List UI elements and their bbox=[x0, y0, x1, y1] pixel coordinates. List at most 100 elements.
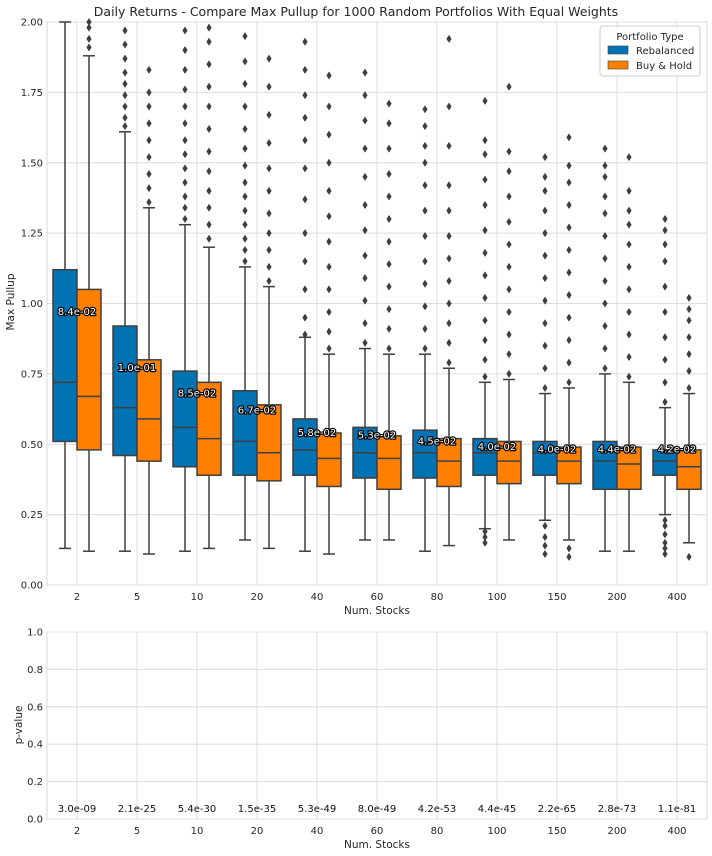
outlier-point bbox=[386, 215, 392, 224]
outlier-point bbox=[662, 378, 668, 387]
annotation-outline: 4.0e-02 bbox=[538, 445, 576, 456]
bottom-x-tick-label: 2 bbox=[74, 826, 80, 837]
outlier-point bbox=[146, 198, 152, 207]
outlier-point bbox=[302, 195, 308, 204]
outlier-point bbox=[146, 170, 152, 179]
outlier-point bbox=[386, 144, 392, 153]
box-rebalanced bbox=[592, 144, 618, 552]
outlier-point bbox=[482, 538, 488, 547]
annotation-label: 8.4e-02 bbox=[58, 307, 96, 318]
bottom-y-tick-labels: 0.0 0.2 0.4 0.6 0.8 1.0 bbox=[27, 628, 43, 826]
bottom-x-tick-label: 5 bbox=[134, 826, 140, 837]
chart-title: Daily Returns - Compare Max Pullup for 1… bbox=[94, 4, 618, 19]
top-x-tick-label: 150 bbox=[547, 592, 566, 603]
outlier-point bbox=[506, 369, 512, 378]
pvalue-label: 1.1e-81 bbox=[658, 804, 696, 815]
outlier-point bbox=[662, 240, 668, 249]
top-x-tick-label: 60 bbox=[371, 592, 384, 603]
outlier-point bbox=[482, 200, 488, 209]
pvalue-label: 5.3e-49 bbox=[298, 804, 336, 815]
box-rebalanced bbox=[352, 68, 378, 541]
outlier-point bbox=[506, 330, 512, 339]
pvalue-label: 2.1e-25 bbox=[118, 804, 156, 815]
outlier-point bbox=[182, 65, 188, 74]
box-buy-hold bbox=[436, 34, 462, 547]
outlier-point bbox=[542, 251, 548, 260]
legend-swatch-buy-hold bbox=[607, 60, 629, 70]
outlier-point bbox=[446, 319, 452, 328]
outlier-point bbox=[686, 305, 692, 314]
outlier-point bbox=[206, 203, 212, 212]
outlier-point bbox=[122, 91, 128, 100]
top-y-tick-label: 1.00 bbox=[21, 299, 43, 310]
outlier-point bbox=[446, 276, 452, 285]
pvalue-label: 8.0e-49 bbox=[358, 804, 396, 815]
bottom-y-tick-label: 0.4 bbox=[27, 740, 43, 751]
outlier-point bbox=[302, 113, 308, 122]
outlier-point bbox=[362, 251, 368, 260]
outlier-point bbox=[242, 246, 248, 255]
bottom-x-tick-label: 100 bbox=[487, 826, 506, 837]
outlier-point bbox=[446, 34, 452, 43]
outlier-point bbox=[146, 153, 152, 162]
box-buy-hold bbox=[676, 293, 702, 561]
outlier-point bbox=[566, 313, 572, 322]
outlier-point bbox=[206, 82, 212, 91]
box-buy-hold bbox=[256, 54, 282, 550]
bottom-y-tick-label: 0.8 bbox=[27, 665, 43, 676]
outlier-point bbox=[182, 192, 188, 201]
outlier-point bbox=[242, 32, 248, 41]
outlier-point bbox=[566, 268, 572, 277]
outlier-point bbox=[566, 200, 572, 209]
outlier-point bbox=[386, 344, 392, 353]
outlier-point bbox=[206, 124, 212, 133]
bottom-y-axis-label: p-value bbox=[13, 706, 25, 745]
outlier-point bbox=[482, 271, 488, 280]
outlier-point bbox=[662, 530, 668, 539]
top-x-tick-label: 100 bbox=[487, 592, 506, 603]
bottom-x-axis-label: Num. Stocks bbox=[344, 839, 410, 851]
top-x-tick-label: 10 bbox=[191, 592, 204, 603]
legend-label-buy-hold: Buy & Hold bbox=[636, 61, 692, 72]
outlier-point bbox=[662, 307, 668, 316]
outlier-point bbox=[122, 26, 128, 35]
outlier-point bbox=[182, 178, 188, 187]
outlier-point bbox=[326, 307, 332, 316]
legend-title: Portfolio Type bbox=[616, 32, 683, 43]
outlier-point bbox=[362, 144, 368, 153]
outlier-point bbox=[686, 316, 692, 325]
outlier-point bbox=[482, 175, 488, 184]
bottom-x-tick-label: 150 bbox=[547, 826, 566, 837]
outlier-point bbox=[506, 285, 512, 294]
top-x-tick-label: 400 bbox=[667, 592, 686, 603]
outlier-point bbox=[206, 23, 212, 32]
outlier-point bbox=[362, 91, 368, 100]
outlier-point bbox=[266, 229, 272, 238]
bottom-x-tick-label: 200 bbox=[607, 826, 626, 837]
box-buy-hold bbox=[76, 18, 102, 552]
outlier-point bbox=[602, 192, 608, 201]
outlier-point bbox=[482, 533, 488, 542]
outlier-point bbox=[542, 186, 548, 195]
outlier-point bbox=[566, 223, 572, 232]
annotation-outline: 5.3e-02 bbox=[358, 431, 396, 442]
top-x-tick-label: 2 bbox=[74, 592, 80, 603]
bottom-y-tick-label: 1.0 bbox=[27, 628, 43, 639]
outlier-point bbox=[266, 110, 272, 119]
outlier-point bbox=[662, 226, 668, 235]
annotation-label: 1.0e-01 bbox=[118, 363, 156, 374]
outlier-point bbox=[302, 330, 308, 339]
outlier-point bbox=[566, 552, 572, 561]
outlier-point bbox=[506, 240, 512, 249]
top-x-axis-label: Num. Stocks bbox=[344, 605, 410, 617]
outlier-point bbox=[482, 293, 488, 302]
top-x-tick-labels: 2 5 10 20 40 60 80 100 150 200 400 bbox=[74, 592, 687, 603]
pvalue-label: 2.2e-65 bbox=[538, 804, 576, 815]
outlier-point bbox=[206, 37, 212, 46]
outlier-point bbox=[182, 26, 188, 35]
box-rebalanced bbox=[472, 96, 498, 547]
annotation-label: 5.8e-02 bbox=[298, 428, 336, 439]
outlier-point bbox=[506, 350, 512, 359]
outlier-point bbox=[626, 262, 632, 271]
outlier-point bbox=[566, 544, 572, 553]
